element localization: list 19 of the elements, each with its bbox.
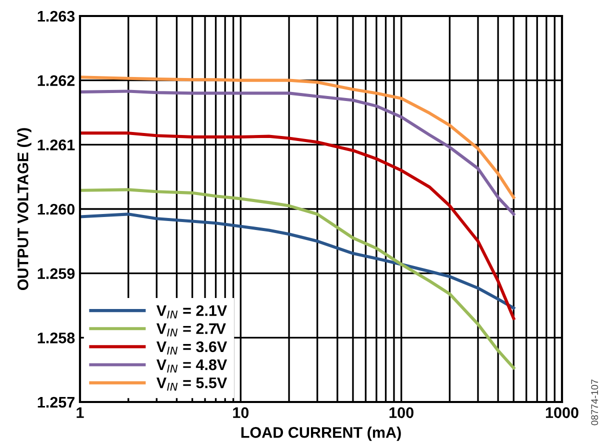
x-tick-label: 100 [390, 407, 414, 418]
y-tick-label: 1.260 [38, 204, 75, 215]
legend-label: V$_{IN}$ = 2.7V [156, 323, 226, 336]
x-tick-label: 10 [233, 407, 249, 418]
x-axis-title: LOAD CURRENT (mA) [241, 426, 401, 441]
y-tick-label: 1.259 [38, 268, 75, 280]
legend-label: V$_{IN}$ = 2.1V [156, 305, 228, 318]
y-axis-title: OUTPUT VOLTAGE (V) [17, 128, 32, 290]
legend-label: V$_{IN}$ = 4.8V [156, 359, 228, 373]
legend-label: V$_{IN}$ = 3.6V [156, 341, 228, 354]
y-tick-label: 1.262 [38, 75, 75, 86]
x-tick-label: 1000 [546, 407, 578, 418]
y-tick-label: 1.257 [38, 396, 74, 408]
y-tick-label: 1.258 [38, 332, 75, 344]
y-tick-label: 1.263 [38, 10, 75, 22]
x-tick-label: 1 [76, 407, 84, 418]
legend-label: V$_{IN}$ = 5.5V [156, 378, 228, 391]
y-tick-label: 1.261 [38, 140, 75, 150]
text: 08774-107 [591, 380, 598, 426]
